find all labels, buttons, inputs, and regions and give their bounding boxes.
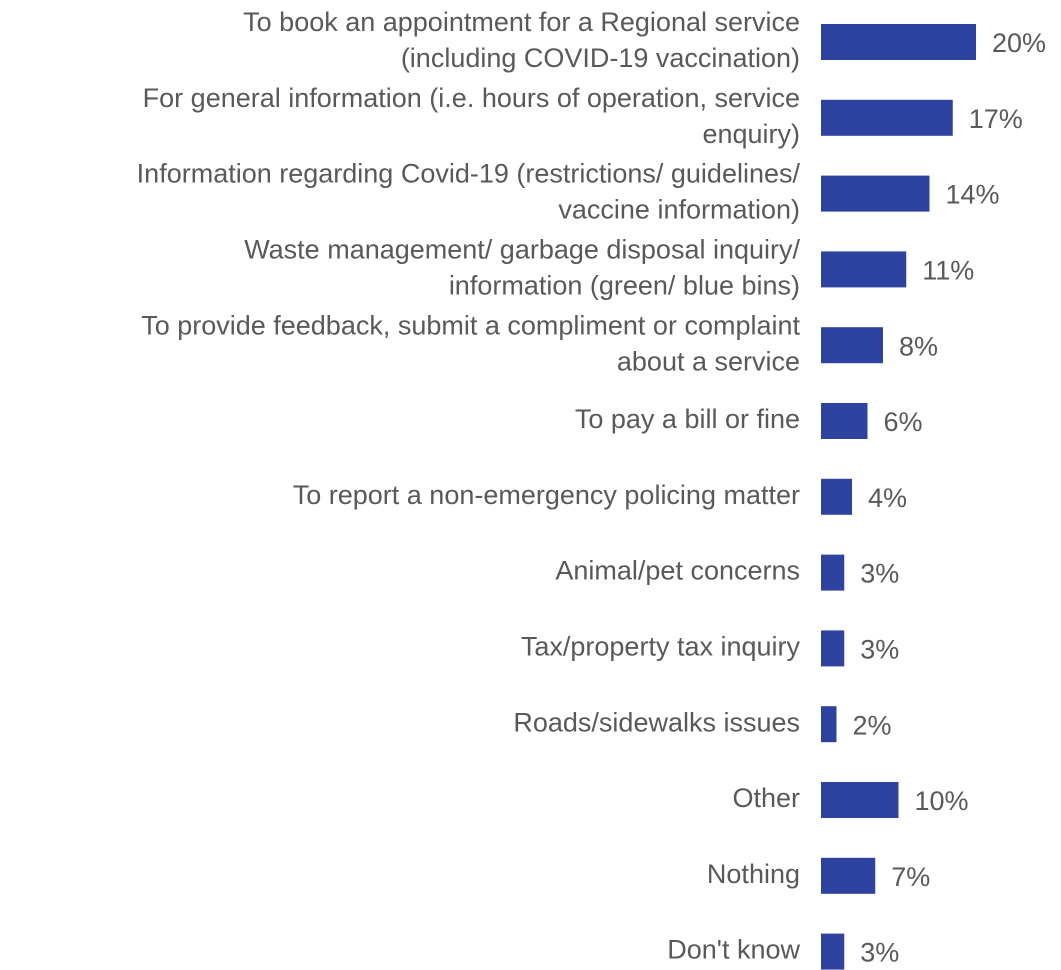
category-label: Tax/property tax inquiry	[521, 632, 801, 662]
bar	[821, 251, 907, 288]
value-label: 3%	[860, 635, 899, 665]
value-label: 11%	[922, 256, 974, 286]
category-label: (including COVID-19 vaccination)	[401, 43, 800, 73]
value-label: 7%	[891, 862, 930, 892]
value-label: 8%	[899, 331, 938, 361]
category-label: To provide feedback, submit a compliment…	[141, 310, 800, 340]
value-label: 3%	[860, 559, 899, 589]
value-label: 2%	[853, 710, 892, 740]
category-label: Waste management/ garbage disposal inqui…	[244, 235, 800, 265]
bar	[821, 933, 845, 970]
category-label: information (green/ blue bins)	[449, 271, 800, 301]
bar	[821, 706, 837, 743]
category-label: Animal/pet concerns	[555, 556, 800, 586]
category-label: To report a non-emergency policing matte…	[293, 480, 800, 510]
bar	[821, 24, 976, 60]
bar	[821, 857, 876, 894]
bar	[821, 782, 899, 818]
bar	[821, 175, 930, 212]
bar	[821, 99, 953, 136]
bar	[821, 478, 852, 515]
category-label: For general information (i.e. hours of o…	[143, 83, 800, 113]
category-label: Don't know	[667, 935, 800, 965]
category-label: vaccine information)	[558, 195, 800, 225]
value-label: 20%	[992, 28, 1046, 58]
value-label: 6%	[884, 407, 923, 437]
category-label: enquiry)	[702, 119, 800, 149]
category-label: To book an appointment for a Regional se…	[243, 7, 800, 37]
value-label: 14%	[946, 180, 1000, 210]
value-label: 17%	[969, 104, 1023, 134]
category-label: Information regarding Covid-19 (restrict…	[137, 159, 801, 189]
value-label: 4%	[868, 483, 907, 513]
category-label: To pay a bill or fine	[575, 404, 800, 434]
bar	[821, 403, 868, 439]
category-label: Other	[732, 783, 800, 813]
bar	[821, 630, 845, 667]
category-label: Roads/sidewalks issues	[513, 707, 800, 737]
value-label: 3%	[860, 938, 899, 968]
bar	[821, 327, 883, 364]
category-label: Nothing	[707, 859, 800, 889]
bar	[821, 554, 845, 591]
value-label: 10%	[915, 786, 969, 816]
category-label: about a service	[617, 346, 800, 376]
